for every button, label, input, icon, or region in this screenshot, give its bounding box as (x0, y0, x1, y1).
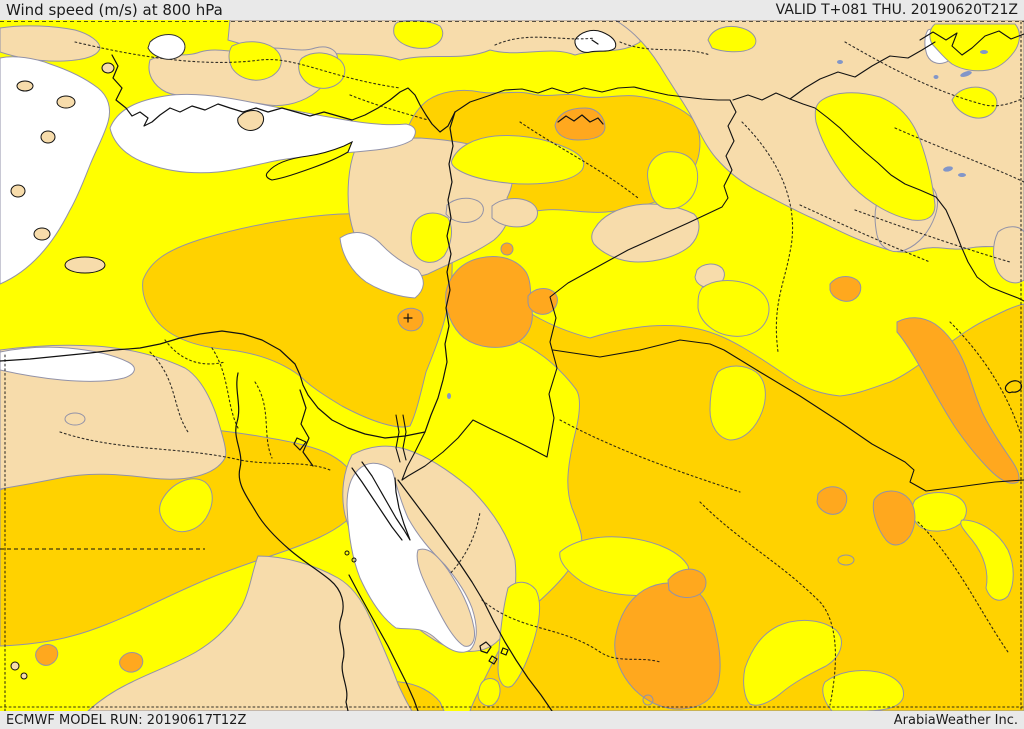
footer-bar: ECMWF MODEL RUN: 20190617T12Z ArabiaWeat… (0, 711, 1024, 729)
orange-band-layer (35, 107, 1020, 710)
lake-layer (447, 50, 988, 399)
suez-canal (299, 389, 314, 467)
header-bar: Wind speed (m/s) at 800 hPa VALID T+081 … (0, 0, 1024, 20)
lake-assad-outline (557, 114, 604, 125)
credit-label: ArabiaWeather Inc. (893, 712, 1018, 728)
political-border-layer (395, 30, 1024, 492)
map-title: Wind speed (m/s) at 800 hPa (6, 1, 223, 19)
marmara-sea (147, 34, 186, 60)
red-sea-strip (416, 548, 475, 647)
contour-detail-layer (64, 412, 855, 706)
lake-van-outline (574, 29, 617, 53)
cyprus-island (265, 140, 354, 181)
weather-map (0, 20, 1024, 711)
valid-time-label: VALID T+081 THU. 20190620T21Z (775, 2, 1018, 18)
nile-river (235, 372, 349, 711)
dotted-boundary-layer (0, 20, 1024, 711)
model-run-label: ECMWF MODEL RUN: 20190617T12Z (6, 712, 247, 728)
weather-map-canvas (0, 20, 1024, 711)
coastline-layer (0, 34, 1023, 711)
